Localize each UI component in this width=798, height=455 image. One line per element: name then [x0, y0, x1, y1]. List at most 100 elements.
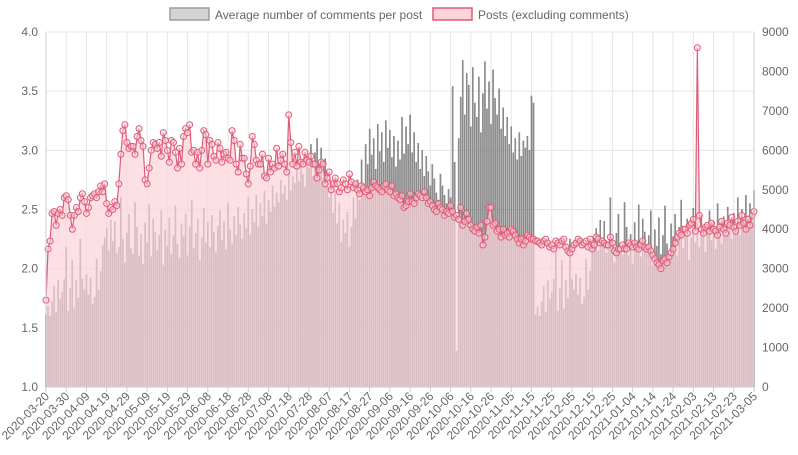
posts-point — [202, 131, 210, 139]
posts-point — [432, 207, 440, 215]
posts-point — [521, 237, 529, 245]
posts-point — [455, 215, 463, 223]
posts-point — [301, 148, 309, 156]
posts-point — [208, 140, 216, 148]
posts-point — [386, 188, 394, 196]
posts-point — [214, 138, 222, 146]
posts-point — [135, 125, 143, 133]
y-axis-left-labels: 1.0 1.5 2.0 2.5 3.0 3.5 4.0 — [21, 25, 38, 394]
posts-point — [101, 180, 109, 188]
posts-point — [465, 215, 473, 223]
posts-point — [343, 186, 351, 194]
posts-point — [319, 160, 327, 168]
y-left-tick-label: 3.5 — [21, 84, 38, 98]
posts-point — [103, 200, 111, 208]
posts-point — [176, 144, 184, 152]
posts-point — [341, 180, 349, 188]
posts-point — [550, 245, 558, 253]
posts-point — [265, 154, 273, 162]
posts-point — [155, 138, 163, 146]
posts-point — [234, 168, 242, 176]
posts-point — [169, 138, 177, 146]
y-left-tick-label: 3.0 — [21, 143, 38, 157]
posts-point — [165, 158, 173, 166]
area-series-posts — [46, 47, 754, 387]
posts-point — [212, 156, 220, 164]
posts-point — [491, 219, 499, 227]
posts-point — [277, 156, 285, 164]
posts-point — [184, 129, 192, 137]
posts-point — [744, 215, 752, 223]
posts-point — [123, 138, 131, 146]
y-right-tick-label: 6000 — [762, 143, 789, 157]
y-right-tick-label: 4000 — [762, 222, 789, 236]
posts-point — [218, 158, 226, 166]
posts-point — [337, 184, 345, 192]
posts-point — [315, 166, 323, 174]
posts-point — [422, 194, 430, 202]
posts-point — [78, 190, 86, 198]
posts-point — [742, 225, 750, 233]
posts-point — [74, 207, 82, 215]
posts-point — [590, 241, 598, 249]
posts-point — [669, 245, 677, 253]
posts-point — [137, 136, 145, 144]
posts-point — [732, 227, 740, 235]
posts-point — [689, 215, 697, 223]
posts-point — [262, 174, 270, 182]
posts-point — [366, 192, 374, 200]
posts-point — [281, 160, 289, 168]
posts-point — [323, 174, 331, 182]
posts-point — [68, 225, 76, 233]
posts-point — [481, 233, 489, 241]
posts-point — [84, 204, 92, 212]
posts-area — [46, 47, 754, 387]
posts-point — [46, 237, 54, 245]
posts-point — [157, 152, 165, 160]
posts-point — [248, 133, 256, 141]
posts-point — [345, 170, 353, 178]
posts-point — [447, 202, 455, 210]
y-left-tick-label: 1.0 — [21, 380, 38, 394]
posts-point — [291, 148, 299, 156]
posts-point — [171, 148, 179, 156]
posts-point — [487, 204, 495, 212]
posts-point — [109, 206, 117, 213]
posts-point — [242, 170, 250, 178]
posts-point — [285, 111, 293, 119]
posts-point — [147, 146, 155, 154]
posts-point — [738, 211, 746, 219]
legend-item-posts[interactable]: Posts (excluding comments) — [432, 7, 629, 22]
posts-point — [708, 219, 716, 227]
posts-point — [722, 229, 730, 237]
legend-item-comments[interactable]: Average number of comments per post — [169, 7, 423, 22]
posts-point — [226, 156, 234, 164]
posts-point — [256, 160, 264, 168]
posts-point — [352, 180, 359, 188]
posts-point — [161, 136, 169, 144]
posts-point — [505, 233, 513, 241]
legend-label-posts: Posts (excluding comments) — [478, 8, 629, 22]
posts-point — [499, 225, 507, 233]
posts-point — [321, 180, 329, 188]
posts-point — [663, 259, 671, 267]
legend-swatch-comments — [169, 7, 210, 21]
posts-point — [267, 168, 275, 176]
y-axis-right-labels: 0 1000 2000 3000 4000 5000 6000 7000 8000 9000 — [762, 25, 789, 394]
y-left-tick-label: 2.0 — [21, 262, 38, 276]
posts-point — [80, 198, 88, 206]
posts-point — [331, 174, 339, 182]
posts-point — [477, 221, 485, 229]
posts-point — [244, 180, 252, 188]
posts-point — [293, 162, 301, 170]
posts-point — [121, 121, 129, 129]
posts-point — [406, 190, 414, 198]
posts-point — [608, 239, 616, 247]
posts-point — [311, 160, 319, 168]
posts-point — [740, 219, 748, 227]
y-left-tick-label: 4.0 — [21, 25, 38, 39]
posts-point — [307, 152, 315, 160]
posts-point — [388, 182, 396, 190]
posts-point — [258, 150, 266, 158]
